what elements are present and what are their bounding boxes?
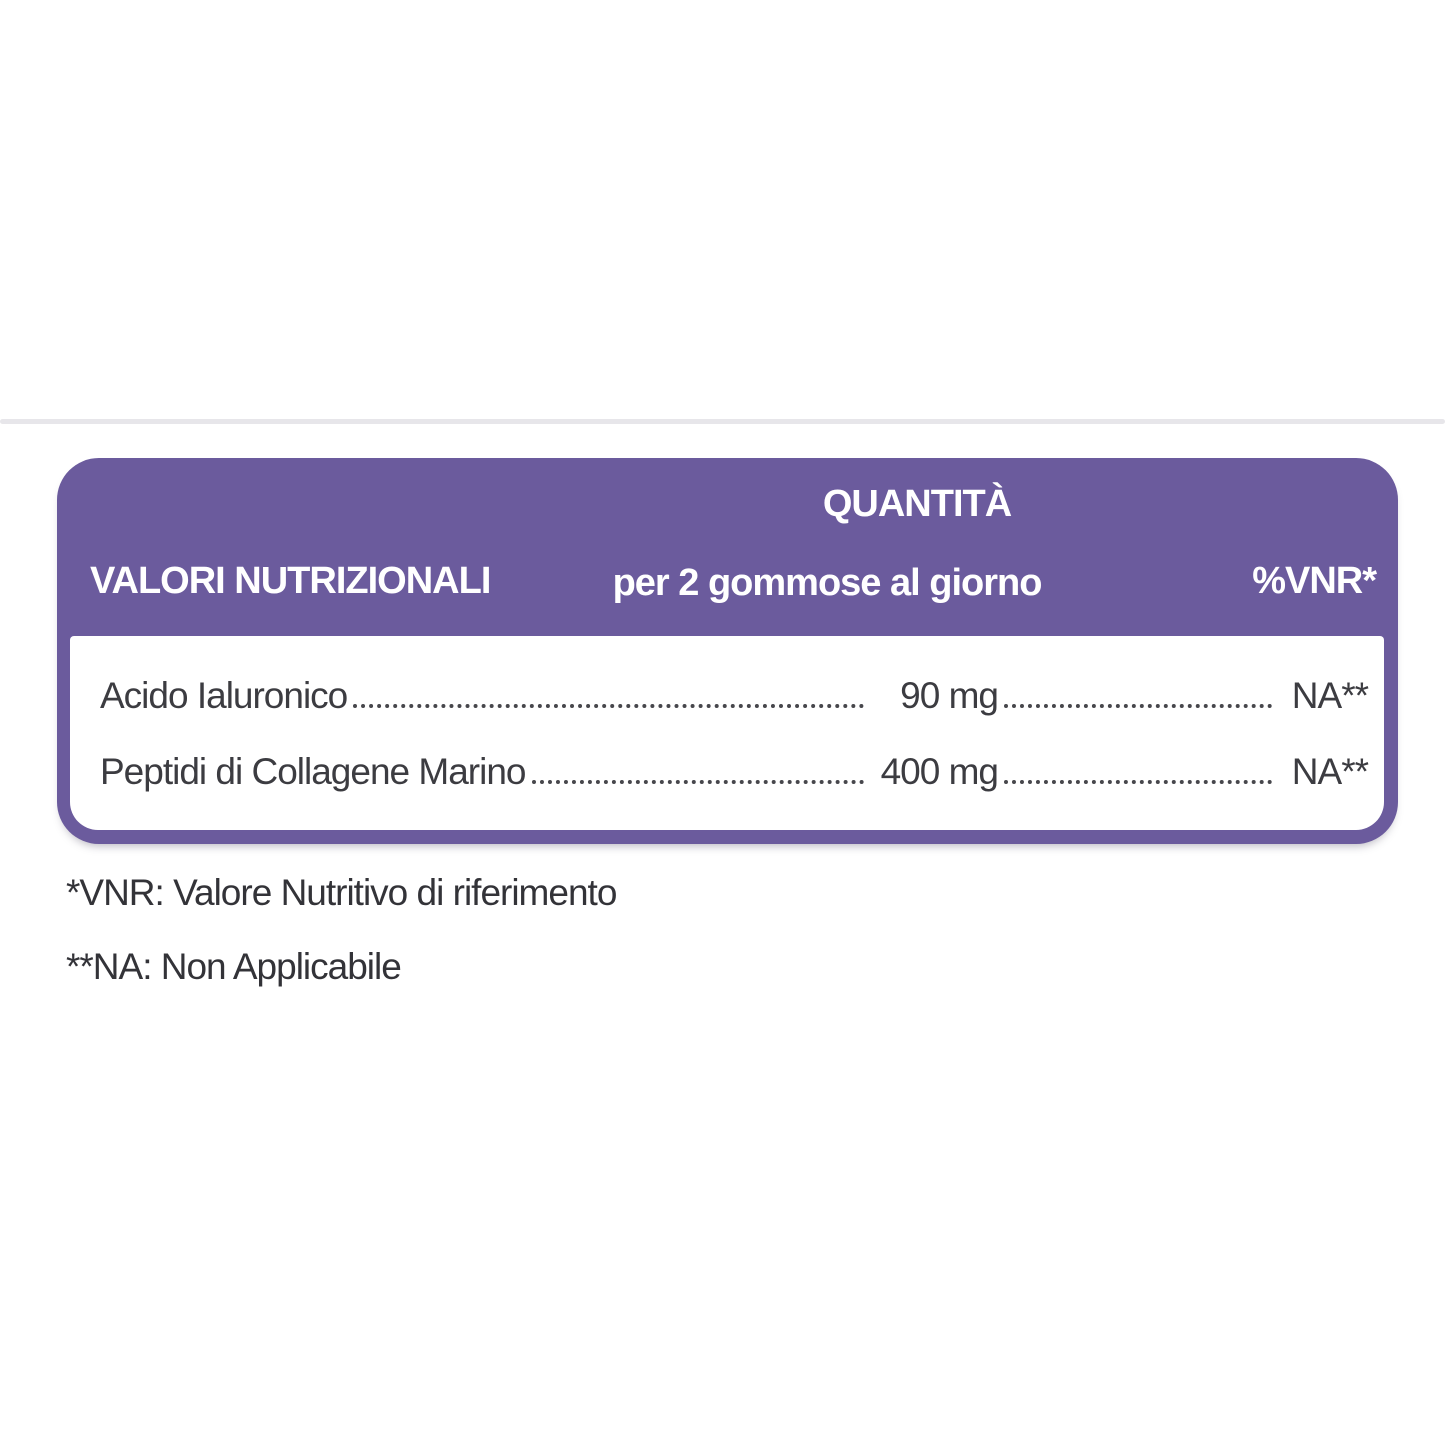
row-amount: 400 mg xyxy=(880,751,999,792)
header-quantity-subtitle: per 2 gommose al giorno xyxy=(612,562,1043,604)
dot-leader xyxy=(1004,704,1272,708)
header-vnr-column: %VNR* xyxy=(1252,560,1377,602)
row-ingredient-name: Acido Ialuronico xyxy=(100,675,348,716)
nutrition-table-body: Acido Ialuronico 90 mg NA** Peptidi di C… xyxy=(70,636,1384,830)
faint-horizontal-rule xyxy=(0,419,1445,424)
row-ingredient-name: Peptidi di Collagene Marino xyxy=(100,751,526,792)
dot-leader xyxy=(531,780,864,784)
nutrition-table: VALORI NUTRIZIONALI QUANTITÀ per 2 gommo… xyxy=(57,458,1398,844)
nutrition-table-header: VALORI NUTRIZIONALI QUANTITÀ per 2 gommo… xyxy=(57,458,1398,636)
header-nutrients-column: VALORI NUTRIZIONALI xyxy=(90,560,491,602)
footnote-vnr: *VNR: Valore Nutritivo di riferimento xyxy=(66,872,617,913)
row-vnr-value: NA** xyxy=(1291,751,1369,792)
dot-leader xyxy=(353,704,864,708)
row-amount: 90 mg xyxy=(900,675,999,716)
table-row: Acido Ialuronico 90 mg NA** xyxy=(100,658,1369,734)
table-row: Peptidi di Collagene Marino 400 mg NA** xyxy=(100,734,1369,810)
footnote-na: **NA: Non Applicabile xyxy=(66,946,402,987)
header-quantity-title: QUANTITÀ xyxy=(822,483,1012,525)
dot-leader xyxy=(1004,780,1272,784)
row-vnr-value: NA** xyxy=(1291,675,1369,716)
